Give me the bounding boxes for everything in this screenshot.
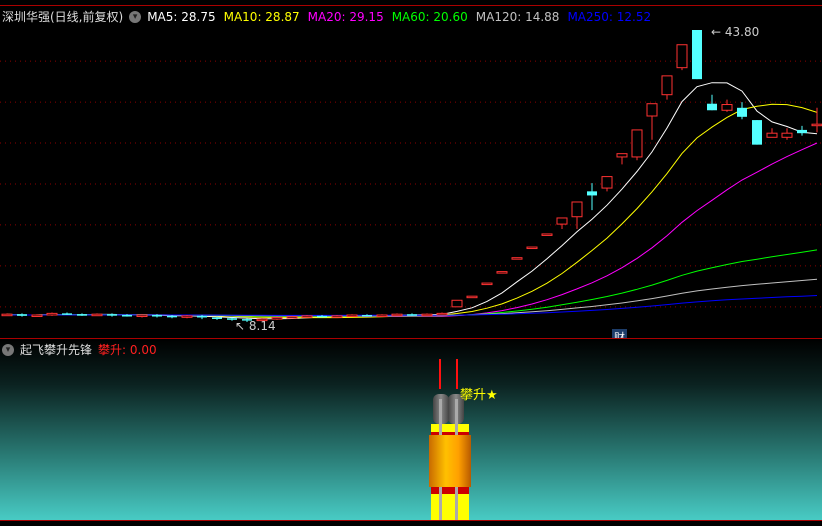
main-legend: 深圳华强(日线,前复权) ▾ MA5: 28.75 MA10: 28.87 MA20… [2,8,651,25]
candle-body [676,44,688,69]
candle-body [346,314,358,318]
ma-legend-item: MA10: 28.87 [223,9,300,24]
candle-body [152,315,162,317]
candle-body [391,313,403,317]
candle-body [227,318,237,320]
candle-body [601,176,613,189]
ma-legend-item: MA20: 29.15 [307,9,384,24]
bottom-border [0,520,822,526]
indicator-value: 攀升: 0.00 [98,343,157,357]
indicator-legend: ▾ 起飞攀升先锋 攀升: 0.00 [2,341,157,358]
low-price-label: ↖ 8.14 [235,319,276,333]
candle-body [556,217,568,225]
candle-body [571,201,583,218]
rocket-signal-graphic: 攀升★ [429,359,498,520]
ma-line [6,103,818,319]
candle-body [811,123,822,127]
indicator-name[interactable]: 起飞攀升先锋 [20,343,93,357]
chevron-down-icon[interactable]: ▾ [129,10,142,23]
candle-body [301,315,313,318]
candlestick-chart[interactable]: ← 43.80 ↖ 8.14 [0,6,822,338]
candle-body [692,30,702,80]
candle-body [167,315,177,318]
stock-title[interactable]: 深圳华强(日线,前复权) [2,10,124,24]
candle-body [271,316,283,320]
ma-line [6,249,818,317]
candle-body [136,314,148,318]
candle-body [496,271,508,274]
candle-body [331,315,343,318]
candle-body [122,315,132,317]
candle-body [77,314,87,316]
high-price-label: ← 43.80 [711,25,759,39]
candle-body [256,318,268,322]
candle-body [46,312,58,316]
candle-body [317,315,327,318]
candle-body [721,104,733,111]
rocket-body [429,435,471,487]
top-border [0,0,822,6]
candle-body [212,317,222,319]
ma-line [6,82,818,320]
candle-body [1,313,13,317]
candle-body [781,132,793,138]
candle-body [587,191,597,196]
candle-body [436,312,448,316]
candle-body [766,132,778,138]
candle-body [511,257,523,260]
candle-body [661,75,673,96]
candle-body [107,314,117,316]
candle-body [616,153,628,158]
ma-line [6,142,818,317]
indicator-pane[interactable]: ▾ 起飞攀升先锋 攀升: 0.00 [0,339,822,520]
candle-body [421,313,433,317]
main-chart-pane[interactable]: ← 43.80 ↖ 8.14 深圳华强(日线,前复权) ▾ MA5: 28.75 M… [0,6,822,345]
candle-body [466,295,478,299]
candle-body [646,103,658,117]
candle-body [197,315,207,318]
candle-body [737,107,747,117]
candle-body [362,315,372,317]
candle-body [526,246,538,250]
candle-body [17,314,27,316]
ma-legend-item: MA5: 28.75 [147,9,216,24]
candle-body [376,314,388,318]
candle-body [31,314,43,318]
candle-body [451,299,463,308]
candle-body [541,233,553,236]
chevron-down-icon[interactable]: ▾ [2,343,14,356]
candle-body [286,316,298,319]
candle-body [481,282,493,286]
candle-body [62,313,72,315]
candle-body [91,313,103,317]
signal-label: 攀升★ [460,388,498,403]
ma-legend-item: MA250: 12.52 [567,9,652,24]
candle-body [707,103,717,111]
candle-body [181,315,193,318]
candle-body [631,129,643,158]
ma-line [6,295,818,316]
ma-line [6,278,818,317]
ma-legend-item: MA60: 20.60 [391,9,468,24]
ma-legend-list: MA5: 28.75 MA10: 28.87 MA20: 29.15 MA60: 20… [147,10,651,24]
candle-body [797,129,807,134]
candle-body [407,314,417,316]
candle-body [752,120,762,145]
pane-divider[interactable] [0,338,822,339]
candle-body [242,319,252,321]
ma-legend-item: MA120: 14.88 [475,9,560,24]
